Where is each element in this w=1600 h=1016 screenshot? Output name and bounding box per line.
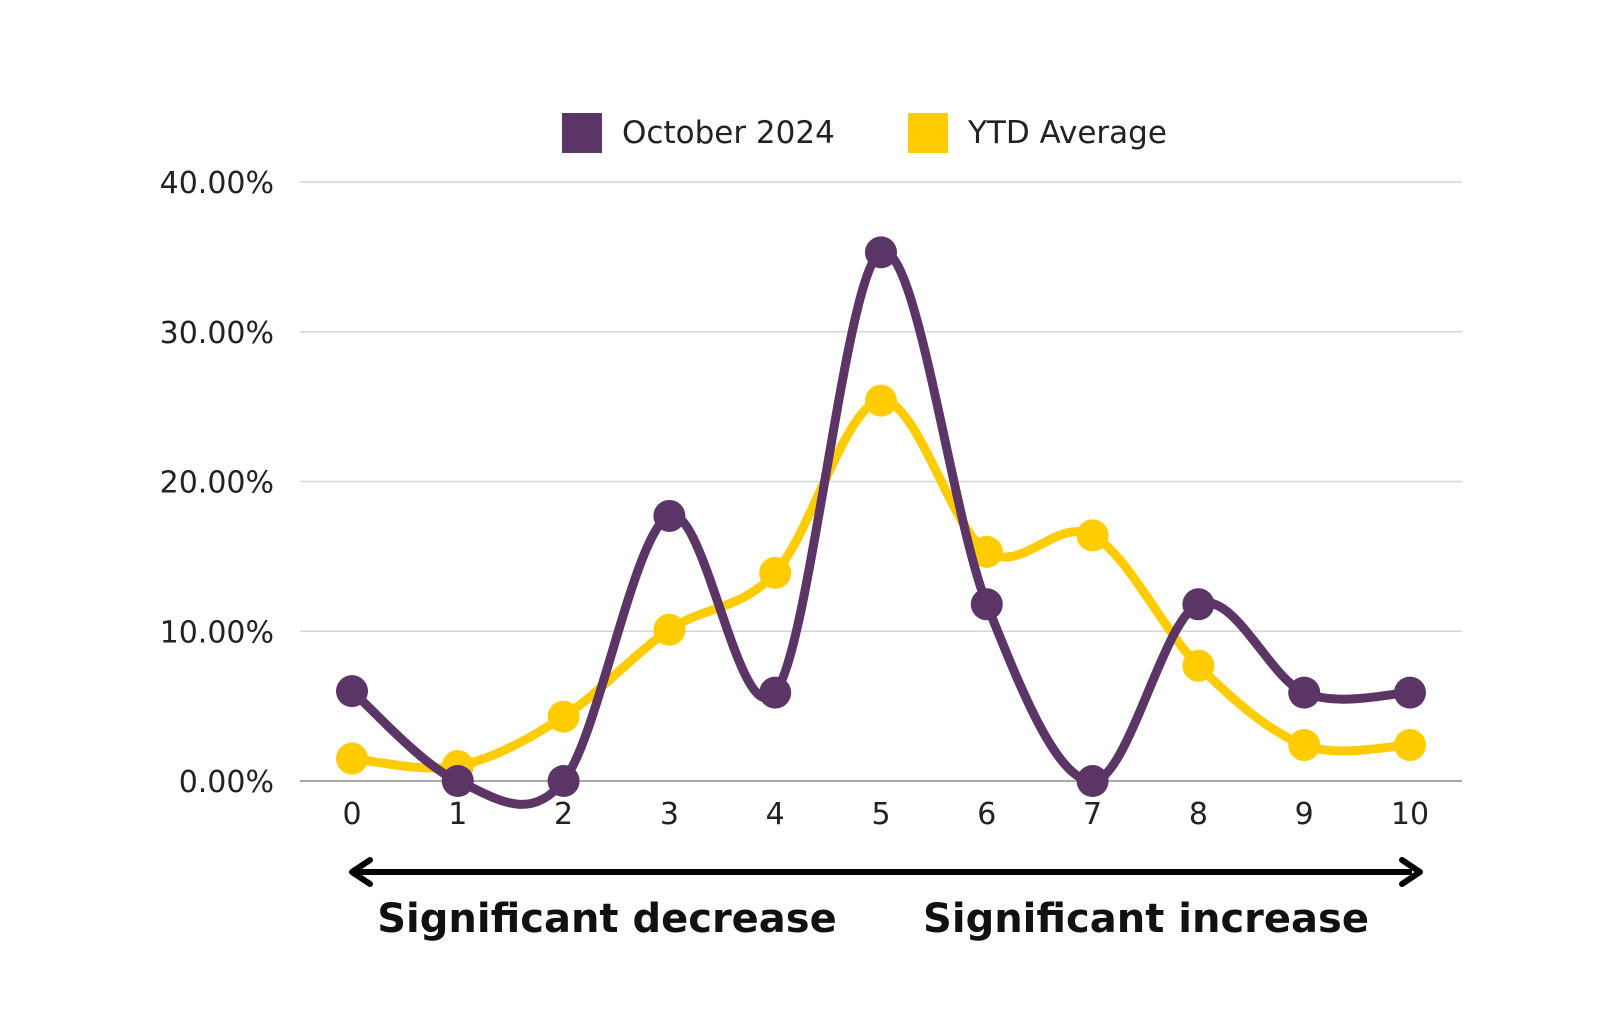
- x-tick-label: 10: [1391, 797, 1429, 832]
- annotation-significant-increase: Significant increase: [923, 896, 1369, 942]
- data-point-october-2024: [759, 676, 792, 709]
- data-point-ytd-average: [970, 535, 1003, 568]
- data-point-october-2024: [336, 675, 368, 708]
- y-axis-tick-labels: 0.00% 10.00% 20.00% 30.00% 40.00%: [160, 166, 274, 800]
- data-point-october-2024: [653, 499, 686, 532]
- data-point-ytd-average: [547, 700, 580, 733]
- data-point-ytd-average: [1288, 729, 1321, 762]
- x-axis-tick-labels: 0 1 2 3 4 5 6 7 8 9 10: [342, 797, 1429, 832]
- series-line-ytd-average: [347, 396, 1415, 773]
- data-point-ytd-average: [1394, 729, 1426, 762]
- x-tick-label: 3: [660, 797, 679, 832]
- data-point-october-2024: [1288, 676, 1321, 709]
- x-tick-label: 2: [554, 797, 573, 832]
- range-arrow-left-head: [349, 857, 373, 887]
- series-october-2024: [336, 236, 1426, 809]
- legend-label-october-2024: October 2024: [622, 115, 835, 151]
- x-tick-label: 1: [448, 797, 467, 832]
- range-arrow: [349, 857, 1423, 887]
- data-point-ytd-average: [336, 742, 368, 775]
- x-tick-label: 9: [1295, 797, 1314, 832]
- legend: October 2024 YTD Average: [562, 113, 1167, 153]
- y-tick-label: 30.00%: [160, 316, 274, 351]
- data-point-ytd-average: [865, 384, 897, 417]
- y-tick-label: 40.00%: [160, 166, 274, 201]
- data-point-october-2024: [441, 765, 474, 797]
- legend-label-ytd-average: YTD Average: [967, 115, 1167, 151]
- x-tick-label: 4: [766, 797, 785, 832]
- x-tick-label: 5: [871, 797, 890, 832]
- data-point-october-2024: [1394, 676, 1426, 709]
- series-line-october-2024: [347, 247, 1415, 809]
- data-point-ytd-average: [653, 613, 686, 646]
- legend-swatch-october-2024: [562, 113, 602, 153]
- legend-swatch-ytd-average: [908, 113, 948, 153]
- data-point-october-2024: [1182, 588, 1215, 621]
- data-point-ytd-average: [1076, 519, 1109, 552]
- data-point-october-2024: [547, 765, 580, 797]
- x-tick-label: 7: [1083, 797, 1102, 832]
- data-point-october-2024: [970, 588, 1003, 621]
- x-tick-label: 6: [977, 797, 996, 832]
- range-arrow-right-head: [1399, 857, 1423, 887]
- y-tick-label: 10.00%: [160, 615, 274, 650]
- data-point-october-2024: [1076, 765, 1109, 797]
- data-point-october-2024: [865, 236, 897, 269]
- annotation-significant-decrease: Significant decrease: [377, 896, 836, 942]
- y-tick-label: 0.00%: [179, 765, 274, 800]
- gridlines: [300, 181, 1462, 782]
- data-point-ytd-average: [759, 556, 792, 589]
- series-layer: [336, 236, 1426, 809]
- series-ytd-average: [336, 384, 1426, 783]
- x-tick-label: 8: [1189, 797, 1208, 832]
- x-tick-label: 0: [342, 797, 361, 832]
- data-point-ytd-average: [1182, 649, 1215, 682]
- y-tick-label: 20.00%: [160, 466, 274, 501]
